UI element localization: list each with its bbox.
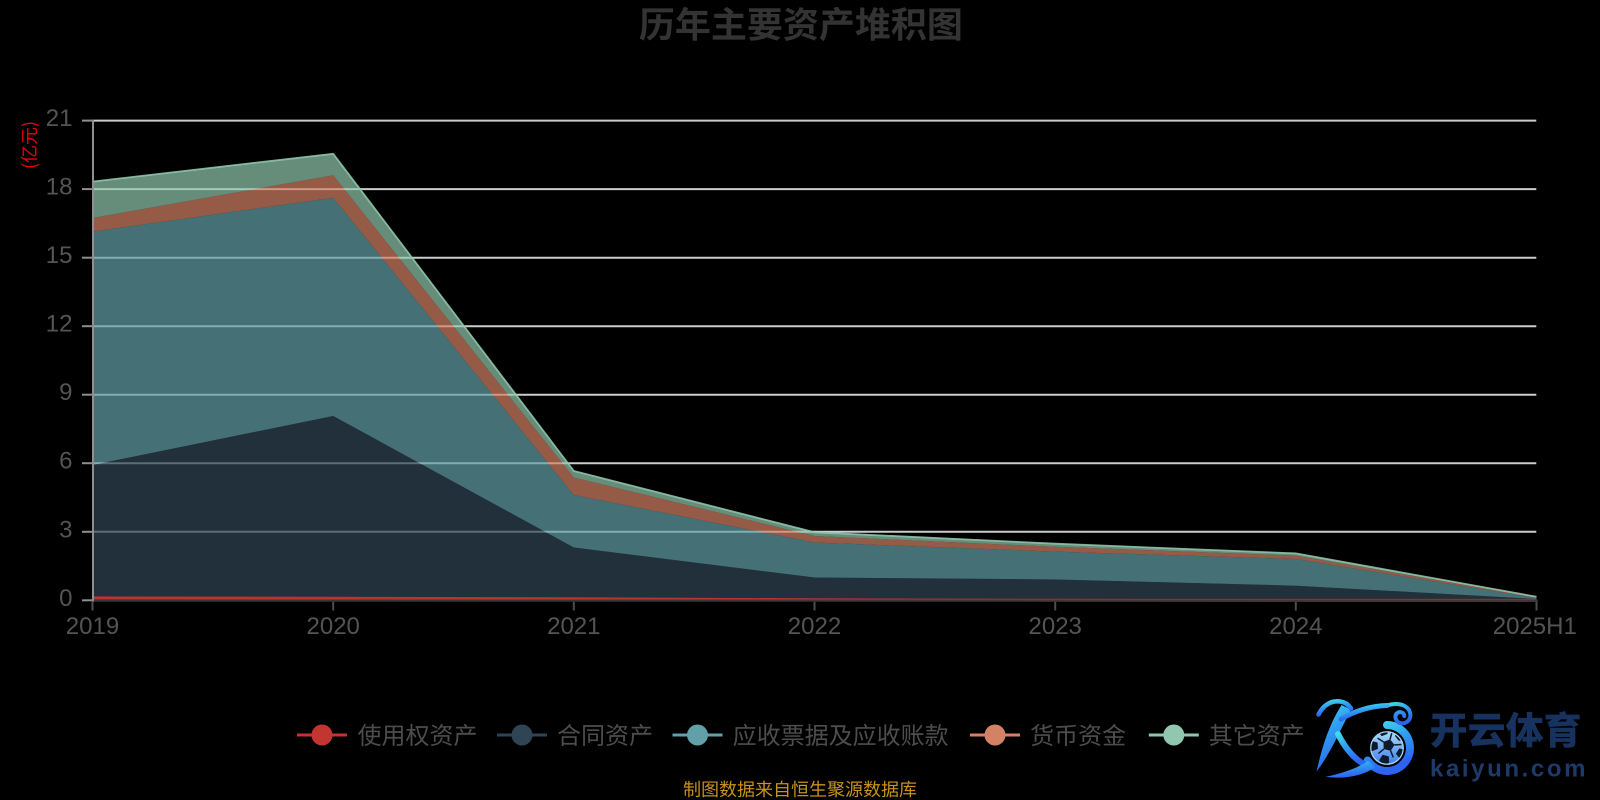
svg-text:2023: 2023 — [1029, 613, 1082, 640]
svg-text:2020: 2020 — [307, 613, 360, 640]
svg-text:2019: 2019 — [66, 613, 119, 640]
svg-text:12: 12 — [46, 311, 73, 338]
svg-text:2022: 2022 — [788, 613, 841, 640]
svg-text:kaiyun.com: kaiyun.com — [1430, 756, 1588, 783]
svg-text:2025H1: 2025H1 — [1493, 613, 1577, 640]
svg-text:18: 18 — [46, 174, 73, 201]
svg-text:0: 0 — [59, 585, 72, 612]
svg-text:6: 6 — [59, 448, 72, 475]
svg-text:9: 9 — [59, 379, 72, 406]
svg-text:2024: 2024 — [1269, 613, 1322, 640]
svg-text:15: 15 — [46, 242, 73, 269]
svg-text:2021: 2021 — [547, 613, 600, 640]
svg-text:3: 3 — [59, 516, 72, 543]
svg-text:21: 21 — [46, 105, 73, 132]
